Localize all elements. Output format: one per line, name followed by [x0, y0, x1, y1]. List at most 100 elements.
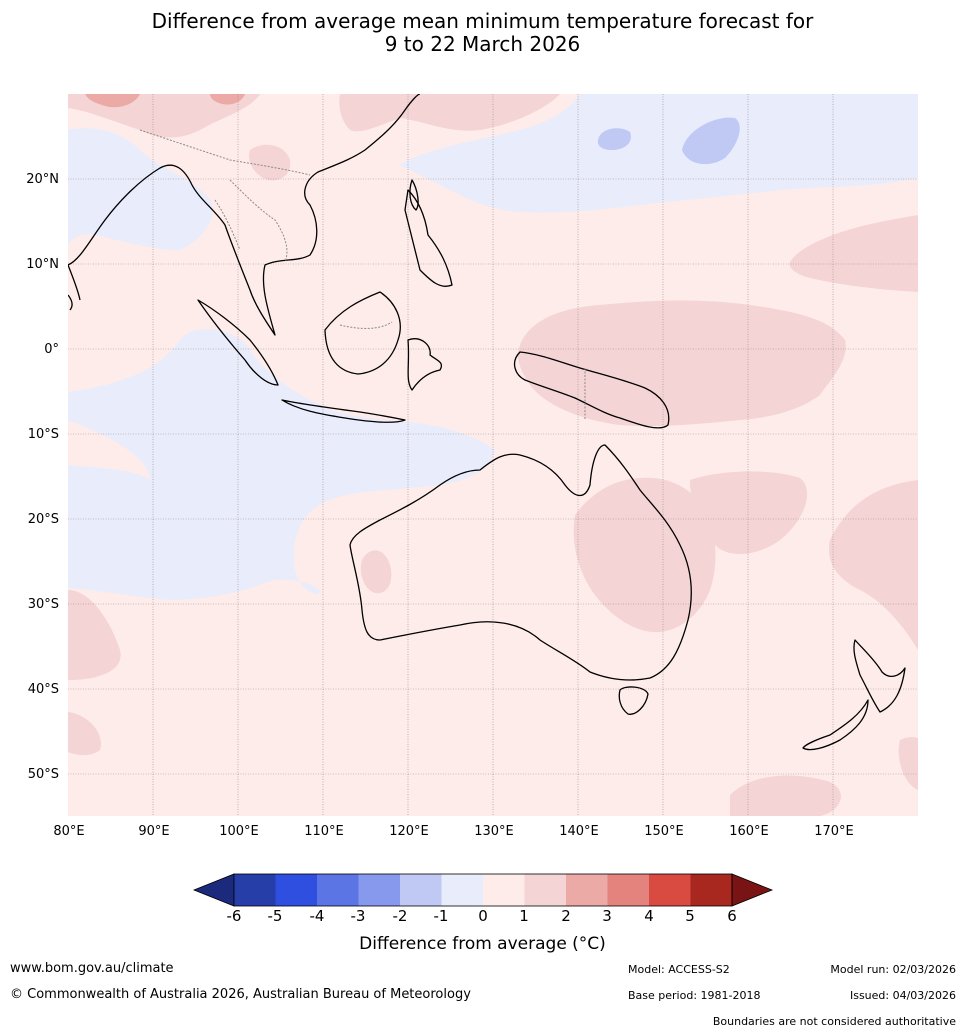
sulawesi-coast	[407, 338, 443, 391]
lat-label: 50°S	[28, 767, 59, 782]
colorbar-tick: -5	[267, 907, 283, 925]
lon-label: 80°E	[53, 824, 84, 839]
graticule	[68, 94, 918, 816]
lon-label: 150°E	[644, 824, 684, 839]
base-period: Base period: 1981-2018	[628, 989, 761, 1002]
colorbar-tick: -3	[350, 907, 366, 925]
colorbar-tick: -6	[226, 907, 242, 925]
colorbar-segment	[649, 874, 691, 906]
lat-label: 10°N	[26, 257, 59, 272]
lat-label: 40°S	[28, 682, 59, 697]
lat-label: 20°N	[26, 172, 59, 187]
colorbar-segment	[690, 874, 732, 906]
anomaly-region-warm-coral-sea	[690, 471, 808, 555]
new-zealand-north-coast	[853, 639, 906, 713]
anomaly-region-warm-south-east	[898, 737, 918, 790]
borneo-coast	[324, 291, 401, 375]
country-borders	[139, 129, 586, 420]
copyright: © Commonwealth of Australia 2026, Austra…	[10, 987, 471, 1002]
colorbar-segment	[358, 874, 400, 906]
border-indochina	[229, 179, 288, 263]
lon-label: 120°E	[389, 824, 429, 839]
title-line-2: 9 to 22 March 2026	[384, 32, 581, 56]
anomaly-region-warm-north-east	[789, 215, 918, 292]
colorbar-segment	[275, 874, 317, 906]
lon-label: 130°E	[474, 824, 514, 839]
anomaly-region-warm-south-pacific	[829, 480, 918, 650]
map-field	[68, 94, 918, 816]
colorbar-outline	[233, 873, 733, 907]
lat-tick-labels: 20°N 10°N 0° 10°S 20°S 30°S 40°S 50°S	[26, 172, 59, 782]
anomaly-region-warm-china	[339, 94, 560, 132]
anomaly-region-warm-equatorial-pacific	[518, 300, 846, 427]
lat-label: 20°S	[28, 512, 59, 527]
anomaly-region-warm-eastern-australia	[573, 477, 716, 633]
sumatra-coast	[197, 299, 279, 386]
asia-mainland-coast	[68, 94, 421, 336]
lon-label: 170°E	[814, 824, 854, 839]
anomaly-region-cool-bay-of-bengal	[68, 128, 213, 250]
colorbar-segment	[566, 874, 608, 906]
anomaly-region-cool-north-pacific	[400, 94, 918, 213]
tasmania-coast	[618, 686, 649, 715]
chart-title: Difference from average mean minimum tem…	[0, 10, 965, 56]
border-myanmar-thai	[214, 199, 241, 251]
colorbar-tick: -4	[309, 907, 325, 925]
lat-label: 10°S	[28, 427, 59, 442]
anomaly-region-warm-southwest	[68, 712, 101, 756]
colorbar-tick: 1	[519, 907, 529, 925]
border-china-south	[139, 129, 311, 176]
colorbar-title: Difference from average (°C)	[359, 934, 606, 954]
colorbar-extend-high	[731, 873, 774, 907]
lon-label: 100°E	[219, 824, 259, 839]
anomaly-region-warm-tibet	[210, 94, 245, 105]
colorbar-tick: 4	[644, 907, 654, 925]
lon-label: 140°E	[559, 824, 599, 839]
new-zealand-south-coast	[802, 699, 869, 751]
anomaly-region-warm-indochina	[249, 144, 291, 181]
anomaly-region-warm-southern-ocean	[730, 775, 841, 816]
anomaly-region-cool-north-pacific-2	[682, 117, 740, 165]
australia-coast	[349, 444, 692, 681]
lat-label: 0°	[44, 342, 59, 357]
model-run: Model run: 02/03/2026	[830, 963, 956, 976]
india-coast	[68, 264, 81, 301]
model-name: Model: ACCESS-S2	[628, 963, 730, 976]
coastlines	[68, 94, 906, 751]
colorbar-tick: -2	[392, 907, 408, 925]
lon-label: 160°E	[729, 824, 769, 839]
colorbar-segment	[400, 874, 442, 906]
border-borneo	[339, 321, 393, 329]
colorbar-tick: 3	[602, 907, 612, 925]
disclaimer: Boundaries are not considered authoritat…	[712, 1015, 956, 1028]
sri-lanka-coast	[68, 294, 73, 311]
lat-label: 30°S	[28, 597, 59, 612]
colorbar-tick: 0	[478, 907, 488, 925]
anomaly-region-warm-west-australia	[360, 550, 392, 594]
colorbar-segment	[483, 874, 525, 906]
website-link[interactable]: www.bom.gov.au/climate	[10, 961, 174, 976]
colorbar-segment	[317, 874, 359, 906]
anomaly-region-warm-southern-indian	[68, 590, 121, 680]
java-coast	[281, 399, 406, 423]
philippines-coast	[404, 189, 453, 287]
colorbar	[192, 873, 774, 907]
lon-label: 90°E	[138, 824, 169, 839]
colorbar-segment	[441, 874, 483, 906]
colorbar-tick: 2	[561, 907, 571, 925]
colorbar-tick: 5	[685, 907, 695, 925]
anomaly-region-warm-himalaya-strong	[85, 94, 140, 108]
lon-label: 110°E	[304, 824, 344, 839]
colorbar-segment	[607, 874, 649, 906]
colorbar-extend-low	[192, 873, 235, 907]
colorbar-segment	[234, 874, 276, 906]
colorbar-tick: -1	[433, 907, 449, 925]
colorbar-tick: 6	[727, 907, 737, 925]
taiwan-coast	[409, 179, 419, 211]
lon-tick-labels: 80°E 90°E 100°E 110°E 120°E 130°E 140°E …	[53, 824, 853, 839]
new-guinea-coast	[513, 351, 670, 429]
title-line-1: Difference from average mean minimum tem…	[151, 9, 814, 33]
colorbar-segment	[524, 874, 566, 906]
anomaly-region-cool-north-pacific-1	[597, 128, 631, 150]
